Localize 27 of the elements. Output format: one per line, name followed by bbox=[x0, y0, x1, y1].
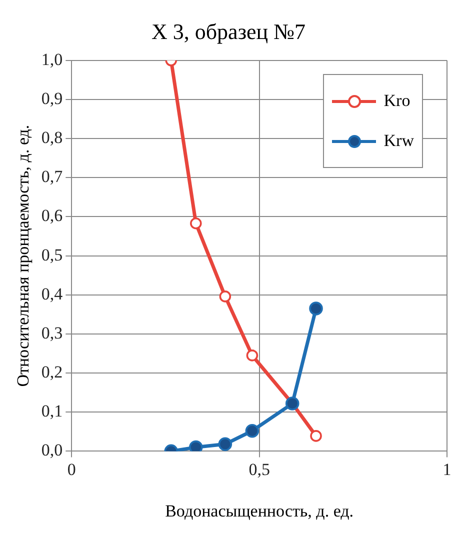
point bbox=[219, 290, 232, 302]
y-tick-label: 0,5 bbox=[41, 245, 63, 264]
point bbox=[218, 437, 232, 452]
x-tick-label: 0,5 bbox=[248, 460, 270, 479]
legend-label: Krw bbox=[384, 131, 414, 152]
y-tick-label: 0,1 bbox=[41, 402, 63, 421]
x-tick-label: 0 bbox=[67, 460, 76, 479]
point bbox=[245, 424, 260, 438]
y-tick-label: 0,9 bbox=[41, 88, 63, 108]
chart-title: X 3, образец №7 bbox=[151, 18, 306, 44]
y-axis-title: Относительная пронцаемость, д. ед. bbox=[14, 124, 33, 387]
y-tick-label: 0,8 bbox=[41, 128, 63, 148]
legend-label: Kro bbox=[384, 91, 410, 112]
y-tick-label: 0,0 bbox=[41, 440, 63, 460]
point bbox=[309, 302, 323, 316]
x-axis-title: Водонасыщенность, д. ед. bbox=[165, 501, 354, 520]
x-tick-label: 1 bbox=[442, 460, 452, 479]
y-tick-label: 0,6 bbox=[41, 206, 63, 226]
point bbox=[190, 217, 202, 230]
point bbox=[246, 350, 258, 362]
y-tick-label: 0,2 bbox=[41, 362, 63, 382]
y-tick-label: 1,0 bbox=[41, 50, 63, 69]
y-tick-label: 0,3 bbox=[41, 323, 63, 342]
point bbox=[188, 440, 203, 452]
point bbox=[310, 430, 322, 442]
y-tick-label: 0,4 bbox=[41, 284, 64, 304]
y-tick-label: 0,7 bbox=[41, 167, 64, 186]
